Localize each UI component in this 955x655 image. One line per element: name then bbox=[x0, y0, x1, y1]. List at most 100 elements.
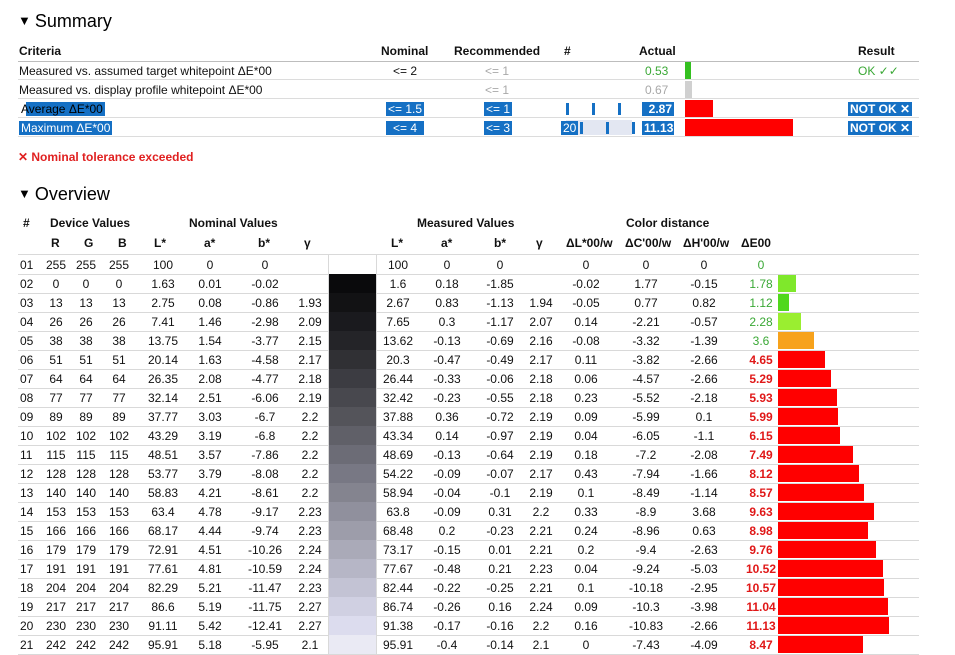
cell-dc: -5.52 bbox=[632, 391, 660, 405]
row-number: 16 bbox=[20, 543, 34, 557]
cell-mb: -0.25 bbox=[486, 581, 514, 595]
cell-dl: 0.1 bbox=[577, 581, 595, 595]
cell-dh: 0.82 bbox=[692, 296, 716, 310]
cell-mb: 0 bbox=[496, 258, 504, 272]
cell-r: 26 bbox=[49, 315, 63, 329]
col-header-dh: ΔH'00/w bbox=[683, 236, 730, 250]
table-row[interactable]: 08 77 77 77 32.14 2.51 -6.06 2.19 32.42 -0.23 -0.5… bbox=[18, 388, 919, 408]
cell-b: 204 bbox=[108, 581, 130, 595]
summary-row[interactable]: Measured vs. display profile whitepoint … bbox=[18, 80, 919, 99]
summary-row[interactable]: Average ΔE*00 <= 1.5 <= 1 2.87 NOT OK ✕ bbox=[18, 99, 919, 118]
cell-ml: 63.8 bbox=[386, 505, 410, 519]
table-row[interactable]: 09 89 89 89 37.77 3.03 -6.7 2.2 37.88 0.36 -0.72 2.… bbox=[18, 407, 919, 427]
cell-nl: 77.61 bbox=[147, 562, 179, 576]
col-header-a: a* bbox=[441, 236, 453, 250]
delta-e-bar bbox=[778, 332, 814, 349]
table-row[interactable]: 17 191 191 191 77.61 4.81 -10.59 2.24 77.67 -0.48… bbox=[18, 559, 919, 579]
cell-ml: 20.3 bbox=[386, 353, 410, 367]
summary-section-toggle[interactable]: ▼ Summary bbox=[18, 11, 112, 32]
summary-row[interactable]: Maximum ΔE*00 <= 4 <= 3 20 11.13 NOT OK ✕ bbox=[18, 118, 919, 137]
cell-dl: 0 bbox=[582, 638, 590, 652]
cell-r: 115 bbox=[46, 448, 66, 462]
row-number: 11 bbox=[20, 448, 33, 462]
cell-dl: -0.08 bbox=[572, 334, 600, 348]
num-cell: 20 bbox=[561, 121, 579, 135]
table-row[interactable]: 19 217 217 217 86.6 5.19 -11.75 2.27 86.74 -0.26 0… bbox=[18, 597, 919, 617]
group-num: # bbox=[23, 216, 30, 230]
table-row[interactable]: 14 153 153 153 63.4 4.78 -9.17 2.23 63.8 -0.09 0.3… bbox=[18, 502, 919, 522]
cell-nb: -9.17 bbox=[251, 505, 279, 519]
summary-title: Summary bbox=[34, 11, 112, 31]
row-number: 18 bbox=[20, 581, 34, 595]
overview-section-toggle[interactable]: ▼ Overview bbox=[18, 184, 110, 205]
table-row[interactable]: 02 0 0 0 1.63 0.01 -0.02 1.6 0.18 -1.85 -0.02 1.77 -… bbox=[18, 274, 919, 294]
table-row[interactable]: 06 51 51 51 20.14 1.63 -4.58 2.17 20.3 -0.47 -0.49… bbox=[18, 350, 919, 370]
table-row[interactable]: 21 242 242 242 95.91 5.18 -5.95 2.1 95.91 -0.4 -0.… bbox=[18, 635, 919, 655]
table-row[interactable]: 18 204 204 204 82.29 5.21 -11.47 2.23 82.44 -0.22… bbox=[18, 578, 919, 598]
cell-r: 179 bbox=[45, 543, 67, 557]
cell-b: 77 bbox=[112, 391, 126, 405]
cell-nb: -6.8 bbox=[254, 429, 276, 443]
actual-cell: 0.53 bbox=[645, 64, 669, 78]
cell-ng: 2.2 bbox=[301, 486, 319, 500]
table-row[interactable]: 04 26 26 26 7.41 1.46 -2.98 2.09 7.65 0.3 -1.17 2.0… bbox=[18, 312, 919, 332]
delta-e-bar bbox=[778, 560, 883, 577]
cell-ng: 2.24 bbox=[298, 562, 322, 576]
actual-bar bbox=[685, 100, 713, 117]
cell-mg: 2.19 bbox=[529, 410, 553, 424]
cell-na: 5.18 bbox=[198, 638, 222, 652]
table-row[interactable]: 11 115 115 115 48.51 3.57 -7.86 2.2 48.69 -0.13 -0… bbox=[18, 445, 919, 465]
delta-e-bar bbox=[778, 636, 863, 653]
cell-b: 255 bbox=[108, 258, 130, 272]
delta-e-value: 1.78 bbox=[749, 277, 773, 291]
cell-dl: 0.04 bbox=[574, 562, 598, 576]
row-number: 20 bbox=[20, 619, 34, 633]
cell-nl: 37.77 bbox=[147, 410, 179, 424]
table-row[interactable]: 01 255 255 255 100 0 0 100 0 0 0 0 0 0 bbox=[18, 255, 919, 275]
cell-ng: 1.93 bbox=[298, 296, 322, 310]
cell-dh: -2.66 bbox=[690, 619, 718, 633]
cell-r: 166 bbox=[45, 524, 67, 538]
row-number: 21 bbox=[20, 638, 34, 652]
table-row[interactable]: 15 166 166 166 68.17 4.44 -9.74 2.23 68.48 0.2 -0.… bbox=[18, 521, 919, 541]
table-row[interactable]: 12 128 128 128 53.77 3.79 -8.08 2.2 54.22 -0.09 -0… bbox=[18, 464, 919, 484]
row-number: 01 bbox=[20, 258, 34, 272]
cell-dl: 0.16 bbox=[574, 619, 598, 633]
cell-dc: -7.2 bbox=[635, 448, 657, 462]
table-row[interactable]: 10 102 102 102 43.29 3.19 -6.8 2.2 43.34 0.14 -0.9… bbox=[18, 426, 919, 446]
cell-ml: 13.62 bbox=[382, 334, 414, 348]
cell-na: 3.57 bbox=[198, 448, 222, 462]
summary-row[interactable]: Measured vs. assumed target whitepoint Δ… bbox=[18, 61, 919, 80]
cell-mg: 2.1 bbox=[532, 638, 550, 652]
cell-r: 13 bbox=[49, 296, 63, 310]
color-swatch bbox=[328, 407, 376, 426]
color-swatch bbox=[328, 464, 376, 483]
table-row[interactable]: 07 64 64 64 26.35 2.08 -4.77 2.18 26.44 -0.33 -0.0… bbox=[18, 369, 919, 389]
table-row[interactable]: 03 13 13 13 2.75 0.08 -0.86 1.93 2.67 0.83 -1.13 1.… bbox=[18, 293, 919, 313]
table-row[interactable]: 05 38 38 38 13.75 1.54 -3.77 2.15 13.62 -0.13 -0.6… bbox=[18, 331, 919, 351]
cell-nb: -4.77 bbox=[251, 372, 279, 386]
range-tick bbox=[606, 122, 609, 134]
cell-nb: -10.59 bbox=[247, 562, 283, 576]
cell-b: 140 bbox=[108, 486, 130, 500]
cell-nb: -10.26 bbox=[247, 543, 283, 557]
cell-dh: 3.68 bbox=[692, 505, 716, 519]
cell-ml: 26.44 bbox=[382, 372, 414, 386]
cell-mb: -0.72 bbox=[486, 410, 514, 424]
cell-na: 2.51 bbox=[198, 391, 222, 405]
cell-nb: 0 bbox=[261, 258, 269, 272]
table-row[interactable]: 20 230 230 230 91.11 5.42 -12.41 2.27 91.38 -0.17… bbox=[18, 616, 919, 636]
cell-g: 102 bbox=[75, 429, 97, 443]
cell-nb: -8.61 bbox=[251, 486, 279, 500]
table-row[interactable]: 13 140 140 140 58.83 4.21 -8.61 2.2 58.94 -0.04 -0… bbox=[18, 483, 919, 503]
cell-g: 13 bbox=[79, 296, 93, 310]
table-row[interactable]: 16 179 179 179 72.91 4.51 -10.26 2.24 73.17 -0.15… bbox=[18, 540, 919, 560]
group-distance: Color distance bbox=[626, 216, 710, 230]
cell-g: 51 bbox=[79, 353, 93, 367]
row-number: 09 bbox=[20, 410, 34, 424]
cell-g: 179 bbox=[75, 543, 97, 557]
color-swatch bbox=[328, 502, 376, 521]
cell-ma: 0.18 bbox=[435, 277, 459, 291]
row-number: 15 bbox=[20, 524, 34, 538]
cell-g: 0 bbox=[82, 277, 90, 291]
